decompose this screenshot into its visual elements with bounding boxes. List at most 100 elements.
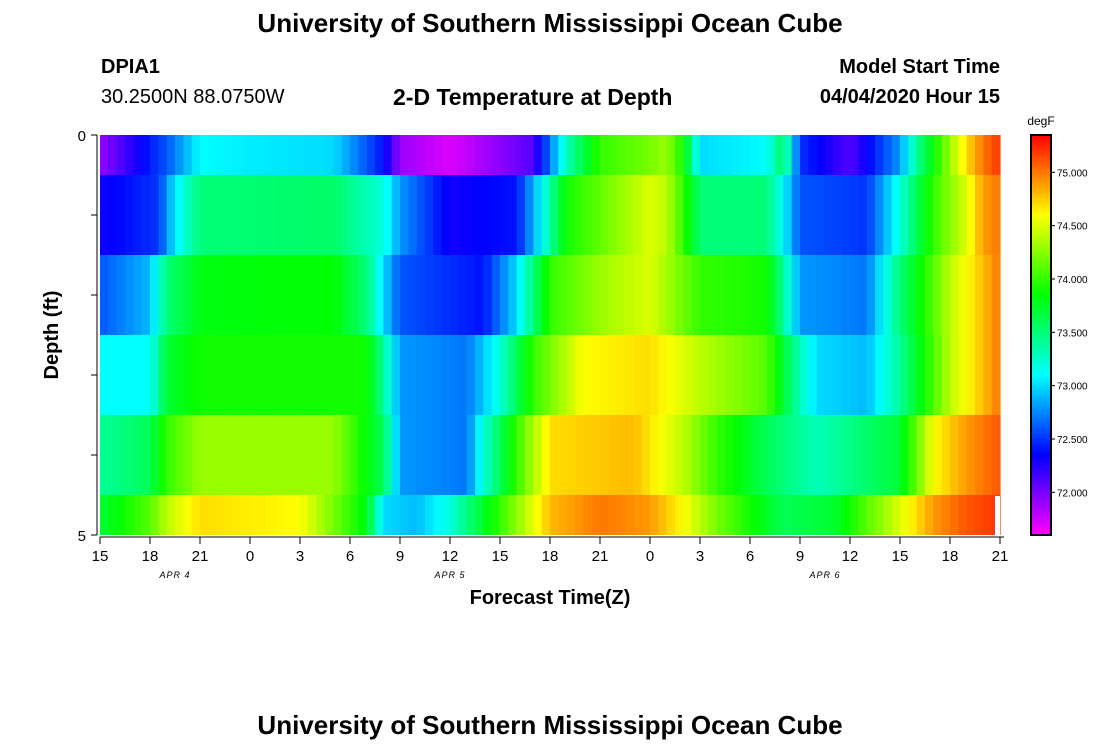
colorbar-segment xyxy=(1031,451,1051,454)
heatmap-cell xyxy=(558,495,568,535)
heatmap-cell xyxy=(875,495,884,535)
heatmap-cell xyxy=(575,495,584,535)
heatmap-cell xyxy=(133,135,143,175)
heatmap-cell xyxy=(325,495,334,535)
heatmap-cell xyxy=(558,175,568,255)
heatmap-cell xyxy=(300,255,309,335)
heatmap-cell xyxy=(133,415,143,495)
x-tick-label: 6 xyxy=(346,548,354,565)
heatmap-cell xyxy=(416,255,426,335)
heatmap-cell xyxy=(383,415,393,495)
x-tick-label: 12 xyxy=(842,548,859,565)
heatmap-cell xyxy=(250,135,259,175)
colorbar-segment xyxy=(1031,365,1051,368)
heatmap-cell xyxy=(508,255,518,335)
heatmap-cell xyxy=(975,255,984,335)
heatmap-cell xyxy=(150,495,159,535)
heatmap-cell xyxy=(941,255,951,335)
heatmap-cell xyxy=(233,495,243,535)
heatmap-cell xyxy=(266,495,276,535)
heatmap-cell xyxy=(591,175,601,255)
colorbar-segment xyxy=(1031,489,1051,492)
heatmap-cell xyxy=(366,415,376,495)
heatmap-cell xyxy=(150,335,159,415)
heatmap-cell xyxy=(433,175,443,255)
colorbar-segment xyxy=(1031,427,1051,430)
heatmap-cell xyxy=(633,255,643,335)
heatmap-cell xyxy=(550,135,559,175)
heatmap-cell xyxy=(458,255,468,335)
heatmap-cell xyxy=(141,335,151,415)
colorbar-segment xyxy=(1031,171,1051,174)
colorbar-segment xyxy=(1031,165,1051,168)
heatmap-cell xyxy=(908,135,918,175)
heatmap-cell xyxy=(766,175,776,255)
heatmap-cell xyxy=(216,135,226,175)
heatmap-cell xyxy=(408,415,418,495)
heatmap-cell xyxy=(575,335,584,415)
heatmap-cell xyxy=(250,175,259,255)
heatmap-cell xyxy=(350,255,359,335)
heatmap-cell xyxy=(750,255,759,335)
heatmap-cell xyxy=(908,415,918,495)
heatmap-cell xyxy=(850,135,859,175)
heatmap-cell xyxy=(533,335,543,415)
colorbar-segment xyxy=(1031,417,1051,420)
heatmap-cell xyxy=(758,255,768,335)
heatmap-cell xyxy=(358,175,368,255)
y-axis-title: Depth (ft) xyxy=(41,291,63,380)
heatmap-cell xyxy=(666,335,676,415)
heatmap-cell xyxy=(408,255,418,335)
x-axis-title: Forecast Time(Z) xyxy=(470,587,631,609)
colorbar-segment xyxy=(1031,341,1051,344)
heatmap-cell xyxy=(658,335,668,415)
heatmap-cell xyxy=(675,135,684,175)
heatmap-cell xyxy=(325,175,334,255)
heatmap-cell xyxy=(633,175,643,255)
heatmap-cell xyxy=(783,135,793,175)
x-tick-label: 18 xyxy=(142,548,159,565)
heatmap-cell xyxy=(408,175,418,255)
heatmap-cell xyxy=(225,175,234,255)
heatmap-cell xyxy=(375,335,384,415)
heatmap-cell xyxy=(158,135,168,175)
colorbar-segment xyxy=(1031,161,1051,164)
heatmap-cell xyxy=(966,335,976,415)
colorbar-segment xyxy=(1031,279,1051,282)
heatmap-cell xyxy=(108,495,118,535)
heatmap-cell xyxy=(675,415,684,495)
x-date-label: APR 6 xyxy=(808,570,840,580)
heatmap-cell xyxy=(641,415,651,495)
heatmap-cell xyxy=(375,255,384,335)
heatmap-cell xyxy=(216,175,226,255)
colorbar-segment xyxy=(1031,485,1051,488)
heatmap-cell xyxy=(850,335,859,415)
heatmap-cell xyxy=(200,175,209,255)
heatmap-cell xyxy=(850,175,859,255)
colorbar-segment xyxy=(1031,225,1051,228)
heatmap-cell xyxy=(100,175,109,255)
heatmap-cell xyxy=(425,415,434,495)
heatmap-cell xyxy=(433,495,443,535)
colorbar-segment xyxy=(1031,445,1051,448)
heatmap-cell xyxy=(758,495,768,535)
heatmap-cell xyxy=(858,415,868,495)
heatmap-cell xyxy=(616,335,626,415)
heatmap-cell xyxy=(508,135,518,175)
x-tick-label: 15 xyxy=(892,548,909,565)
heatmap-cell xyxy=(241,175,251,255)
heatmap-cell xyxy=(525,255,534,335)
colorbar-segment xyxy=(1031,405,1051,408)
heatmap-cell xyxy=(583,135,593,175)
heatmap-cell xyxy=(158,255,168,335)
heatmap-cell xyxy=(616,495,626,535)
heatmap-cell xyxy=(250,255,259,335)
heatmap-cell xyxy=(516,175,526,255)
heatmap-cell xyxy=(691,415,701,495)
heatmap-cell xyxy=(158,415,168,495)
heatmap-cell xyxy=(358,135,368,175)
heatmap-cell xyxy=(208,495,218,535)
colorbar-segment xyxy=(1031,319,1051,322)
heatmap-cell xyxy=(825,415,834,495)
heatmap-cell xyxy=(741,175,751,255)
